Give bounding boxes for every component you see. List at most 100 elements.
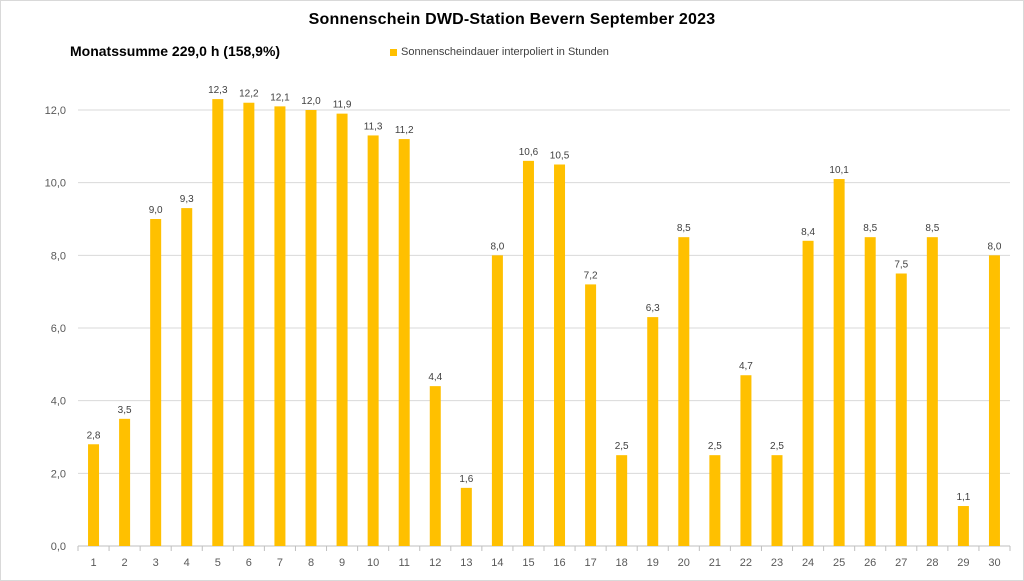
chart-title: Sonnenschein DWD-Station Bevern Septembe…	[308, 11, 716, 28]
bar-day-6	[243, 102, 255, 546]
bar-day-21	[709, 455, 721, 546]
bar-day-1	[88, 444, 100, 546]
data-label-day-11: 11,2	[395, 125, 414, 136]
monthly-total: Monatssumme 229,0 h (158,9%)	[70, 43, 281, 59]
x-tick-label: 12	[429, 557, 441, 569]
data-label-day-2: 3,5	[118, 405, 132, 416]
x-tick-label: 21	[709, 557, 721, 569]
x-tick-label: 14	[491, 557, 503, 569]
x-tick-label: 18	[616, 557, 628, 569]
bar-day-23	[771, 455, 783, 546]
bar-day-27	[895, 273, 907, 546]
x-tick-label: 3	[153, 557, 159, 569]
data-label-day-28: 8,5	[925, 223, 939, 234]
data-label-day-13: 1,6	[459, 474, 473, 485]
bar-day-11	[398, 139, 410, 547]
x-tick-label: 1	[90, 557, 96, 569]
bar-day-17	[585, 284, 597, 546]
data-label-day-1: 2,8	[87, 430, 101, 441]
data-label-day-29: 1,1	[956, 492, 970, 503]
x-tick-label: 10	[367, 557, 379, 569]
bar-day-16	[554, 164, 566, 546]
y-tick-label: 6,0	[51, 323, 66, 335]
x-tick-label: 20	[678, 557, 690, 569]
legend-swatch	[390, 48, 397, 56]
legend-label: Sonnenscheindauer interpoliert in Stunde…	[401, 46, 609, 58]
x-tick-label: 24	[802, 557, 814, 569]
x-tick-label: 30	[988, 557, 1000, 569]
data-label-day-14: 8,0	[490, 241, 504, 252]
bar-day-3	[150, 219, 162, 546]
x-tick-label: 8	[308, 557, 314, 569]
data-label-day-15: 10,6	[519, 147, 539, 158]
bar-day-20	[678, 237, 690, 546]
x-tick-label: 4	[184, 557, 190, 569]
x-tick-label: 5	[215, 557, 221, 569]
y-tick-label: 4,0	[51, 396, 66, 408]
bar-day-22	[740, 375, 752, 546]
bar-day-19	[647, 317, 659, 546]
x-tick-label: 23	[771, 557, 783, 569]
bar-day-18	[616, 455, 628, 546]
x-tick-label: 27	[895, 557, 907, 569]
bar-day-25	[833, 179, 845, 547]
data-label-day-22: 4,7	[739, 361, 753, 372]
data-label-day-21: 2,5	[708, 441, 722, 452]
bar-day-4	[181, 208, 193, 546]
data-label-day-25: 10,1	[829, 165, 849, 176]
x-tick-label: 25	[833, 557, 845, 569]
x-tick-label: 22	[740, 557, 752, 569]
data-label-day-8: 12,0	[301, 96, 321, 107]
bar-day-26	[864, 237, 876, 546]
x-tick-label: 2	[122, 557, 128, 569]
x-tick-label: 6	[246, 557, 252, 569]
bar-day-28	[926, 237, 938, 546]
data-label-day-3: 9,0	[149, 205, 163, 216]
data-label-day-26: 8,5	[863, 223, 877, 234]
bar-day-2	[119, 418, 131, 546]
bar-day-29	[957, 506, 969, 546]
bar-day-15	[522, 160, 534, 546]
data-label-day-10: 11,3	[364, 121, 383, 132]
data-label-day-5: 12,3	[208, 85, 228, 96]
data-label-day-17: 7,2	[584, 270, 598, 281]
x-tick-label: 16	[553, 557, 565, 569]
data-label-day-20: 8,5	[677, 223, 691, 234]
data-label-day-23: 2,5	[770, 441, 784, 452]
bar-day-10	[367, 135, 379, 546]
data-label-day-16: 10,5	[550, 151, 570, 162]
bar-day-5	[212, 99, 224, 546]
x-tick-label: 15	[522, 557, 534, 569]
x-tick-label: 7	[277, 557, 283, 569]
x-tick-label: 28	[926, 557, 938, 569]
data-label-day-18: 2,5	[615, 441, 629, 452]
data-label-day-24: 8,4	[801, 227, 815, 238]
legend: Sonnenscheindauer interpoliert in Stunde…	[390, 46, 609, 58]
bar-day-24	[802, 240, 814, 547]
x-tick-label: 29	[957, 557, 969, 569]
data-label-day-12: 4,4	[428, 372, 442, 383]
y-tick-label: 10,0	[45, 178, 66, 190]
y-tick-label: 2,0	[51, 468, 66, 480]
bar-day-13	[460, 487, 472, 546]
data-label-day-9: 11,9	[333, 100, 352, 111]
x-tick-label: 9	[339, 557, 345, 569]
bar-day-7	[274, 106, 286, 546]
x-tick-label: 11	[398, 557, 409, 569]
data-label-day-6: 12,2	[239, 89, 259, 100]
data-label-day-19: 6,3	[646, 303, 660, 314]
x-tick-label: 19	[647, 557, 659, 569]
y-tick-label: 8,0	[51, 250, 66, 262]
data-label-day-27: 7,5	[894, 260, 908, 271]
y-tick-label: 12,0	[45, 105, 66, 117]
bar-day-9	[336, 113, 348, 546]
data-label-day-4: 9,3	[180, 194, 194, 205]
data-label-day-7: 12,1	[270, 92, 290, 103]
y-tick-label: 0,0	[51, 541, 66, 553]
bar-day-14	[491, 255, 503, 547]
bar-day-30	[988, 255, 1000, 547]
x-tick-label: 26	[864, 557, 876, 569]
bar-day-12	[429, 386, 441, 546]
